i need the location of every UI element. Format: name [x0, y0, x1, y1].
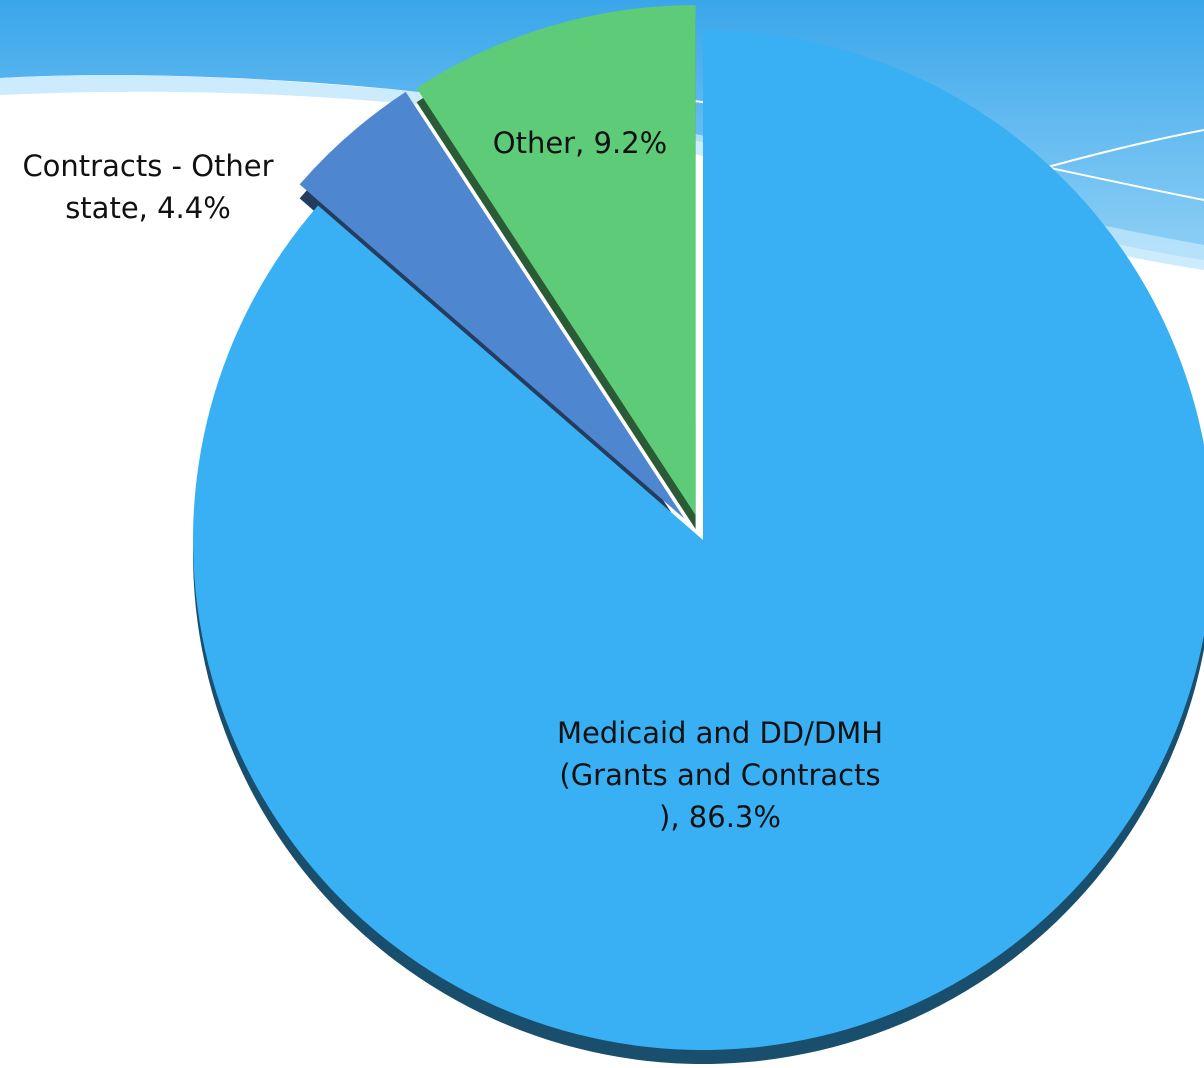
slice: [193, 30, 1204, 1050]
pie: [193, 5, 1204, 1064]
slice: [416, 5, 696, 516]
data-label: Contracts - Other state, 4.4%: [22, 149, 274, 225]
slice: [299, 91, 685, 519]
data-label: Other, 9.2%: [492, 126, 668, 160]
data-label: Medicaid and DD/DMH (Grants and Contract…: [556, 716, 884, 834]
